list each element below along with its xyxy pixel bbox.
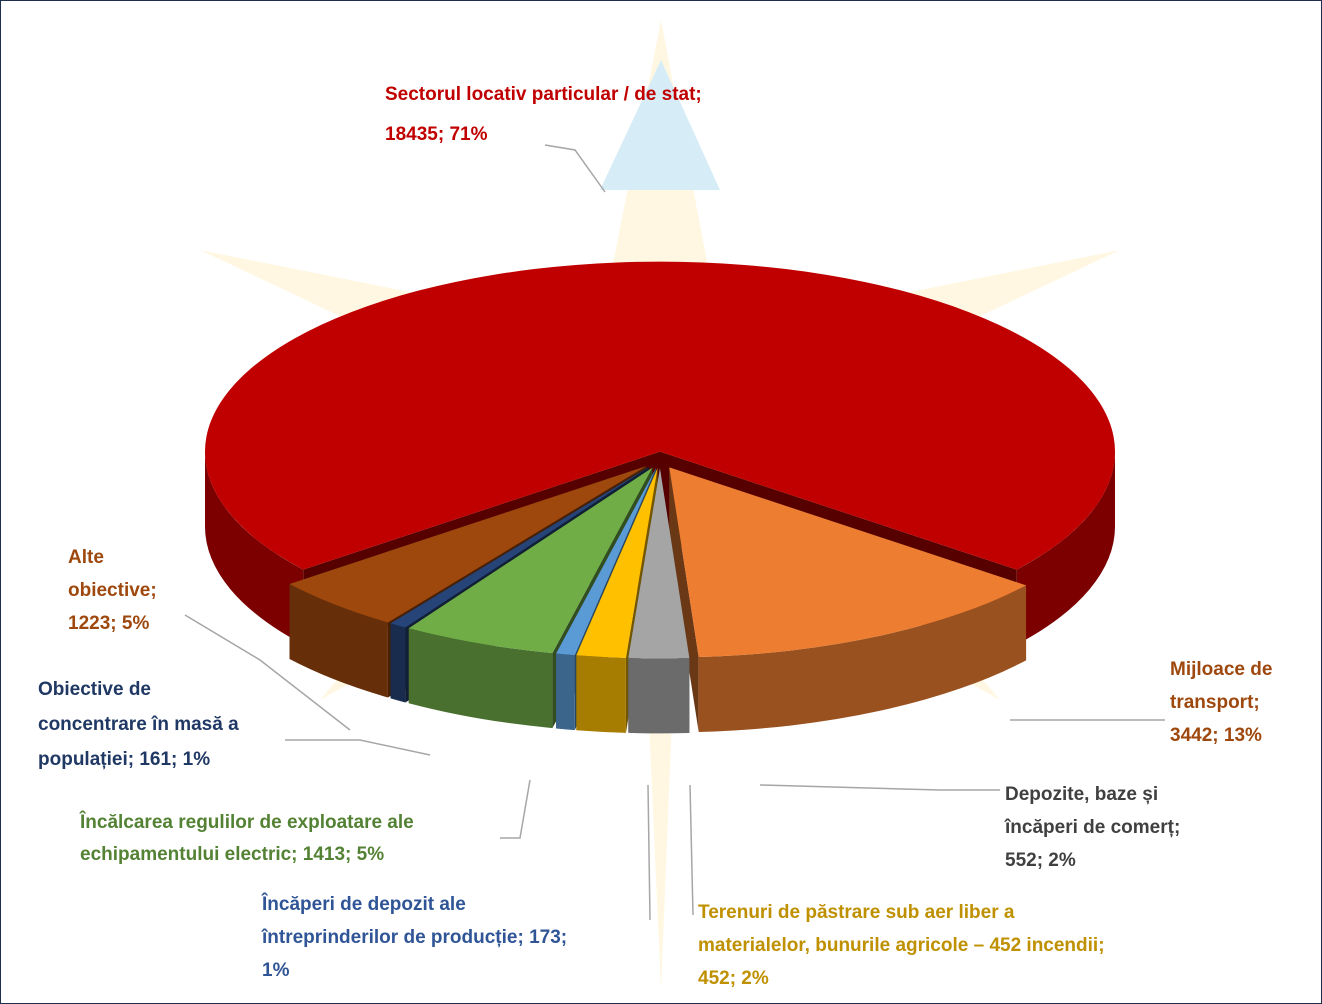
data-label: Sectorul locativ particular / de stat; [385,84,702,105]
data-label: întreprinderilor de producție; 173; [261,927,567,948]
data-label: concentrare în masă a [38,714,239,735]
slice [669,467,1027,657]
data-label: Terenuri de păstrare sub aer liber a [698,902,1015,923]
data-label: 552; 2% [1005,850,1076,871]
slice [289,466,647,623]
leader-line [759,784,1000,791]
slice [390,466,649,628]
slice-side [289,584,388,698]
leader-line [689,784,694,916]
pie [205,261,1116,734]
data-label: transport; [1170,692,1260,713]
slice [408,467,653,654]
leader-line [544,144,606,193]
data-label: Depozite, baze și [1005,784,1158,805]
slice-side [205,451,304,645]
leader-line [500,779,531,839]
slice-side [390,623,406,703]
data-label: populației; 161; 1% [38,749,210,770]
data-label: 1% [262,960,290,981]
data-label: Obiective de [38,679,151,700]
slice [576,468,658,658]
data-label: 1223; 5% [68,613,149,634]
slice-side [698,585,1027,732]
slice-side [1016,451,1115,645]
leader-line [647,784,651,921]
data-label: Încălcarea regulilor de exploatare ale [79,811,414,833]
data-label: echipamentului electric; 1413; 5% [80,844,384,865]
leader-line [285,739,431,756]
slice-side [408,628,553,729]
background-star-tip [600,60,720,190]
data-label: Încăperi de depozit ale [261,893,466,915]
leader-line [184,614,351,731]
data-label: materialelor, bunurile agricole – 452 in… [698,935,1105,956]
slice [628,468,690,659]
slice [556,468,657,656]
slice-side [628,657,690,734]
data-label: obiective; [68,580,157,601]
data-label: 3442; 13% [1170,725,1262,746]
slice-side [576,655,626,733]
data-label: încăperi de comerț; [1004,817,1180,838]
data-label: Mijloace de [1170,659,1272,680]
slice-side [556,653,575,731]
slice-wall [669,467,699,732]
data-label: 18435; 71% [385,124,488,145]
data-label: Alte [68,547,104,568]
data-label: 452; 2% [698,968,769,989]
slice [205,261,1116,570]
